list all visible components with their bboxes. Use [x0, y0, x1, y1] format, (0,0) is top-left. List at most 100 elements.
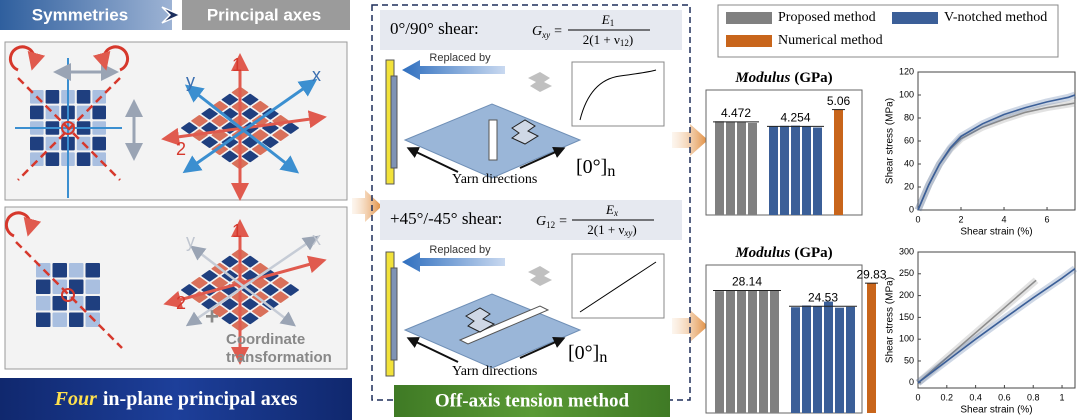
- y-axis-label: Shear stress (MPa): [885, 98, 896, 184]
- weave-cell: [76, 105, 91, 120]
- notch-specimen: [465, 307, 496, 333]
- axis-label: x: [312, 65, 321, 85]
- footer-bar: [0, 378, 352, 420]
- y-tick-label: 100: [899, 334, 914, 344]
- formula-part: ): [629, 32, 633, 47]
- weave-cell: [36, 279, 51, 294]
- formula-part: ): [632, 222, 636, 237]
- replaced-label: Replaced by: [429, 244, 491, 256]
- mean-label: 28.14: [732, 275, 762, 289]
- chart-title: Modulus (GPa): [734, 70, 832, 86]
- bar: [780, 125, 789, 215]
- section-heading: +45°/-45° shear:: [390, 209, 502, 228]
- formula-eq: =: [554, 24, 562, 39]
- bar: [770, 290, 779, 413]
- center-mark: [61, 121, 75, 135]
- weave-cell: [69, 263, 84, 278]
- yarn-arrow: [406, 337, 459, 363]
- formula-lhs: Gxy =: [532, 24, 562, 40]
- axis-label: 1: [232, 55, 242, 75]
- section: 0°/90° shear: Gxy = E1 2(1 + ν12) Replace…: [380, 10, 682, 187]
- weave-cell: [36, 296, 51, 311]
- header-bar: [182, 0, 350, 30]
- replace-arrow: [402, 252, 505, 272]
- weave-cell: [85, 296, 100, 311]
- axis-label: y: [186, 231, 195, 251]
- note-line: transformation: [226, 349, 332, 366]
- header-right: Principal axes: [207, 5, 321, 24]
- axis-arrow: [185, 235, 319, 327]
- y-tick-label: 120: [899, 66, 914, 76]
- legend-label: V-notched method: [944, 10, 1047, 25]
- title-unit: (GPa): [794, 245, 832, 261]
- legend-swatch: [892, 12, 938, 24]
- replaced-label: Replaced by: [429, 52, 491, 64]
- formula-symbol: E: [605, 202, 614, 217]
- axis-label: 2: [176, 293, 186, 313]
- yarn-arrow: [519, 336, 566, 359]
- formula-sub: x: [613, 208, 618, 218]
- inset-plot: [571, 61, 665, 127]
- x-tick-label: 0: [915, 214, 920, 224]
- weave-cell: [52, 312, 67, 327]
- bar: [867, 283, 876, 413]
- footer-bar: [394, 385, 670, 417]
- formula-num: E1: [601, 12, 614, 28]
- y-tick-label: 200: [899, 290, 914, 300]
- bar: [791, 125, 800, 215]
- formula-sub: 12: [620, 38, 629, 48]
- notch-specimen: [511, 119, 540, 145]
- x-tick-label: 2: [959, 214, 964, 224]
- weave-cell: [30, 152, 44, 166]
- bar: [715, 121, 724, 215]
- weave-cell: [76, 152, 91, 166]
- legend-swatch: [726, 35, 772, 47]
- weave-cell: [85, 279, 100, 294]
- bar: [726, 290, 735, 413]
- mean-label: 24.53: [808, 290, 838, 304]
- note-line: Coordinate: [226, 331, 305, 348]
- legend-label: Numerical method: [778, 33, 883, 48]
- bar: [813, 306, 822, 413]
- formula-part: 2(1 + ν: [583, 32, 620, 47]
- yarn-arrow: [406, 147, 459, 173]
- y-tick-label: 250: [899, 268, 914, 278]
- bar: [726, 121, 735, 215]
- specimen-bar: [390, 267, 398, 361]
- axis-label: x: [312, 229, 321, 249]
- mean-label: 4.472: [721, 106, 751, 120]
- weave-cell: [92, 105, 106, 120]
- flow-arrow: [352, 190, 382, 222]
- small-specimen: [528, 72, 552, 92]
- inset-curve: [579, 69, 657, 121]
- chevron: [161, 6, 182, 24]
- weave-cell: [30, 105, 44, 120]
- x-axis-label: Shear strain (%): [960, 227, 1032, 238]
- weave-cell: [45, 152, 60, 166]
- formula-den: 2(1 + ν12): [583, 32, 633, 48]
- x-tick-label: 0.8: [1027, 392, 1040, 402]
- mean-label: 4.254: [780, 111, 810, 125]
- formula-num: Ex: [605, 202, 618, 218]
- x-tick-label: 6: [1045, 214, 1050, 224]
- title-emphasis: Modulus: [734, 70, 790, 86]
- bar: [737, 290, 746, 413]
- formula-sub: 12: [546, 220, 555, 230]
- y-tick-label: 20: [904, 181, 914, 191]
- bar: [715, 291, 724, 413]
- weave-cell: [85, 263, 100, 278]
- x-tick-label: 0.6: [998, 392, 1011, 402]
- legend-swatch: [726, 12, 772, 24]
- section-heading: 0°/90° shear:: [390, 19, 479, 38]
- axis-label: y: [186, 71, 195, 91]
- curve: [917, 267, 1076, 384]
- layup-label: [0°]n: [568, 342, 607, 366]
- symmetry-line: [15, 241, 123, 349]
- header-bar: [0, 0, 172, 30]
- symmetry-line: [17, 77, 121, 181]
- mean-label: 29.83: [856, 267, 886, 281]
- section: +45°/-45° shear: G12 = Ex 2(1 + νxy) Repl…: [380, 200, 682, 379]
- inset-curve: [579, 261, 657, 313]
- weave-cell: [92, 90, 106, 104]
- bar: [835, 307, 844, 413]
